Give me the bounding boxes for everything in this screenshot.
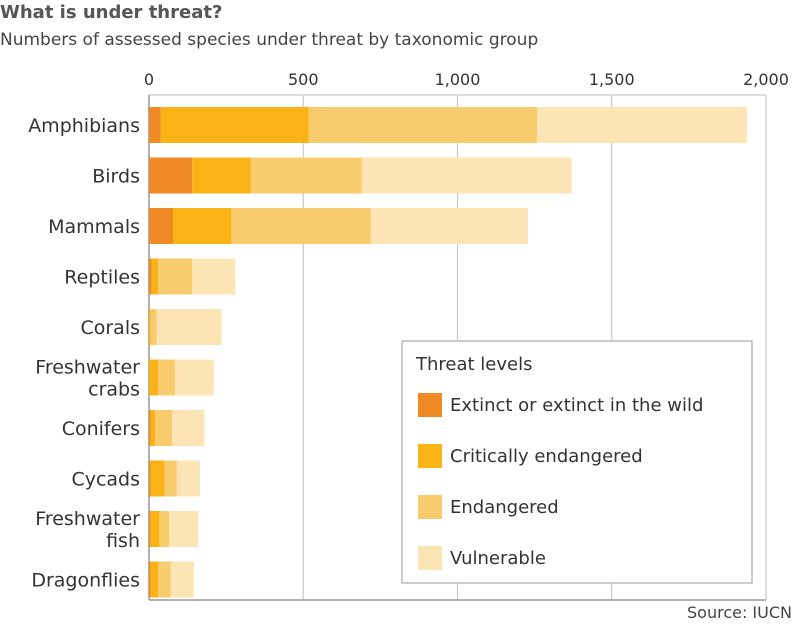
category-label-line: Cycads	[71, 469, 140, 491]
category-label-line: Reptiles	[64, 267, 140, 289]
bar-segment	[149, 511, 151, 547]
bar-segment	[149, 157, 193, 194]
bar-segment	[192, 258, 236, 295]
category-label: Conifers	[62, 418, 140, 440]
bar-segment	[192, 157, 251, 194]
bar-segment	[308, 107, 538, 143]
category-labels: Amphibians Birds Mammals Reptiles Corals Fres…	[28, 115, 140, 592]
category-label-line: Birds	[92, 166, 140, 188]
legend-label: Critically endangered	[450, 446, 643, 467]
legend: Threat levels Extinct or extinct in the w…	[401, 340, 753, 584]
category-label-line: Freshwater	[35, 357, 140, 379]
bar-segment	[150, 460, 165, 497]
bar-segment	[175, 359, 214, 396]
bar-segment	[159, 511, 170, 547]
legend-box	[401, 340, 753, 584]
category-label: Freshwater crabs	[35, 357, 140, 401]
bar-segment	[149, 258, 152, 295]
bar-segment	[155, 410, 173, 446]
bar-segment	[173, 208, 232, 244]
bar-segment	[156, 309, 222, 345]
category-label-line: Amphibians	[28, 115, 140, 137]
bar-segment	[149, 309, 151, 345]
bar-segment	[149, 410, 151, 446]
bar-segment	[169, 511, 199, 547]
x-tick-label: 1,500	[589, 70, 635, 89]
legend-swatch	[418, 393, 442, 417]
bar-segment	[537, 107, 747, 143]
bar-segment	[164, 460, 177, 497]
x-axis-ticks: 0 500 1,000 1,500 2,000	[144, 70, 789, 89]
bar-segment	[149, 208, 174, 244]
category-label: Freshwater fish	[35, 508, 140, 552]
category-label: Birds	[92, 166, 140, 188]
bar-segment	[158, 561, 171, 598]
bar-segment	[149, 359, 159, 396]
bar-segment	[158, 258, 193, 295]
bar-segment	[151, 258, 159, 295]
category-label: Dragonflies	[31, 570, 140, 592]
category-label-line: fish	[106, 530, 140, 552]
legend-title: Threat levels	[415, 354, 532, 375]
category-label-line: Freshwater	[35, 508, 140, 530]
bar-segment	[361, 157, 572, 194]
bar-segment	[160, 107, 309, 143]
category-label: Corals	[80, 317, 140, 339]
x-tick-label: 0	[144, 70, 154, 89]
category-label: Amphibians	[28, 115, 140, 137]
category-label-line: crabs	[88, 379, 140, 401]
category-label-line: Mammals	[48, 216, 140, 238]
bars	[149, 107, 747, 598]
bar-segment	[150, 309, 157, 345]
legend-swatch	[418, 444, 442, 468]
bar-segment	[149, 460, 151, 497]
category-label-line: Dragonflies	[31, 570, 140, 592]
bar-segment	[250, 157, 362, 194]
category-label: Reptiles	[64, 267, 140, 289]
legend-label: Endangered	[450, 497, 559, 518]
x-tick-label: 2,000	[743, 70, 789, 89]
legend-swatch	[418, 546, 442, 570]
x-tick-label: 1,000	[435, 70, 481, 89]
bar-segment	[149, 561, 151, 598]
bar-segment	[150, 511, 160, 547]
bar-segment	[231, 208, 371, 244]
bar-segment	[150, 410, 156, 446]
bar-segment	[370, 208, 528, 244]
bar-segment	[158, 359, 176, 396]
category-label: Mammals	[48, 216, 140, 238]
legend-label: Vulnerable	[450, 548, 546, 569]
category-label-line: Conifers	[62, 418, 140, 440]
legend-swatch	[418, 495, 442, 519]
bar-segment	[150, 561, 159, 598]
chart-title: What is under threat?	[0, 2, 223, 23]
legend-label: Extinct or extinct in the wild	[450, 395, 703, 416]
x-tick-label: 500	[288, 70, 319, 89]
chart-subtitle: Numbers of assessed species under threat…	[0, 30, 539, 50]
category-label-line: Corals	[80, 317, 140, 339]
bar-segment	[170, 561, 194, 598]
category-label: Cycads	[71, 469, 140, 491]
bar-segment	[149, 107, 161, 143]
bar-segment	[172, 410, 205, 446]
source-note: Source: IUCN	[687, 603, 792, 622]
bar-segment	[176, 460, 200, 497]
